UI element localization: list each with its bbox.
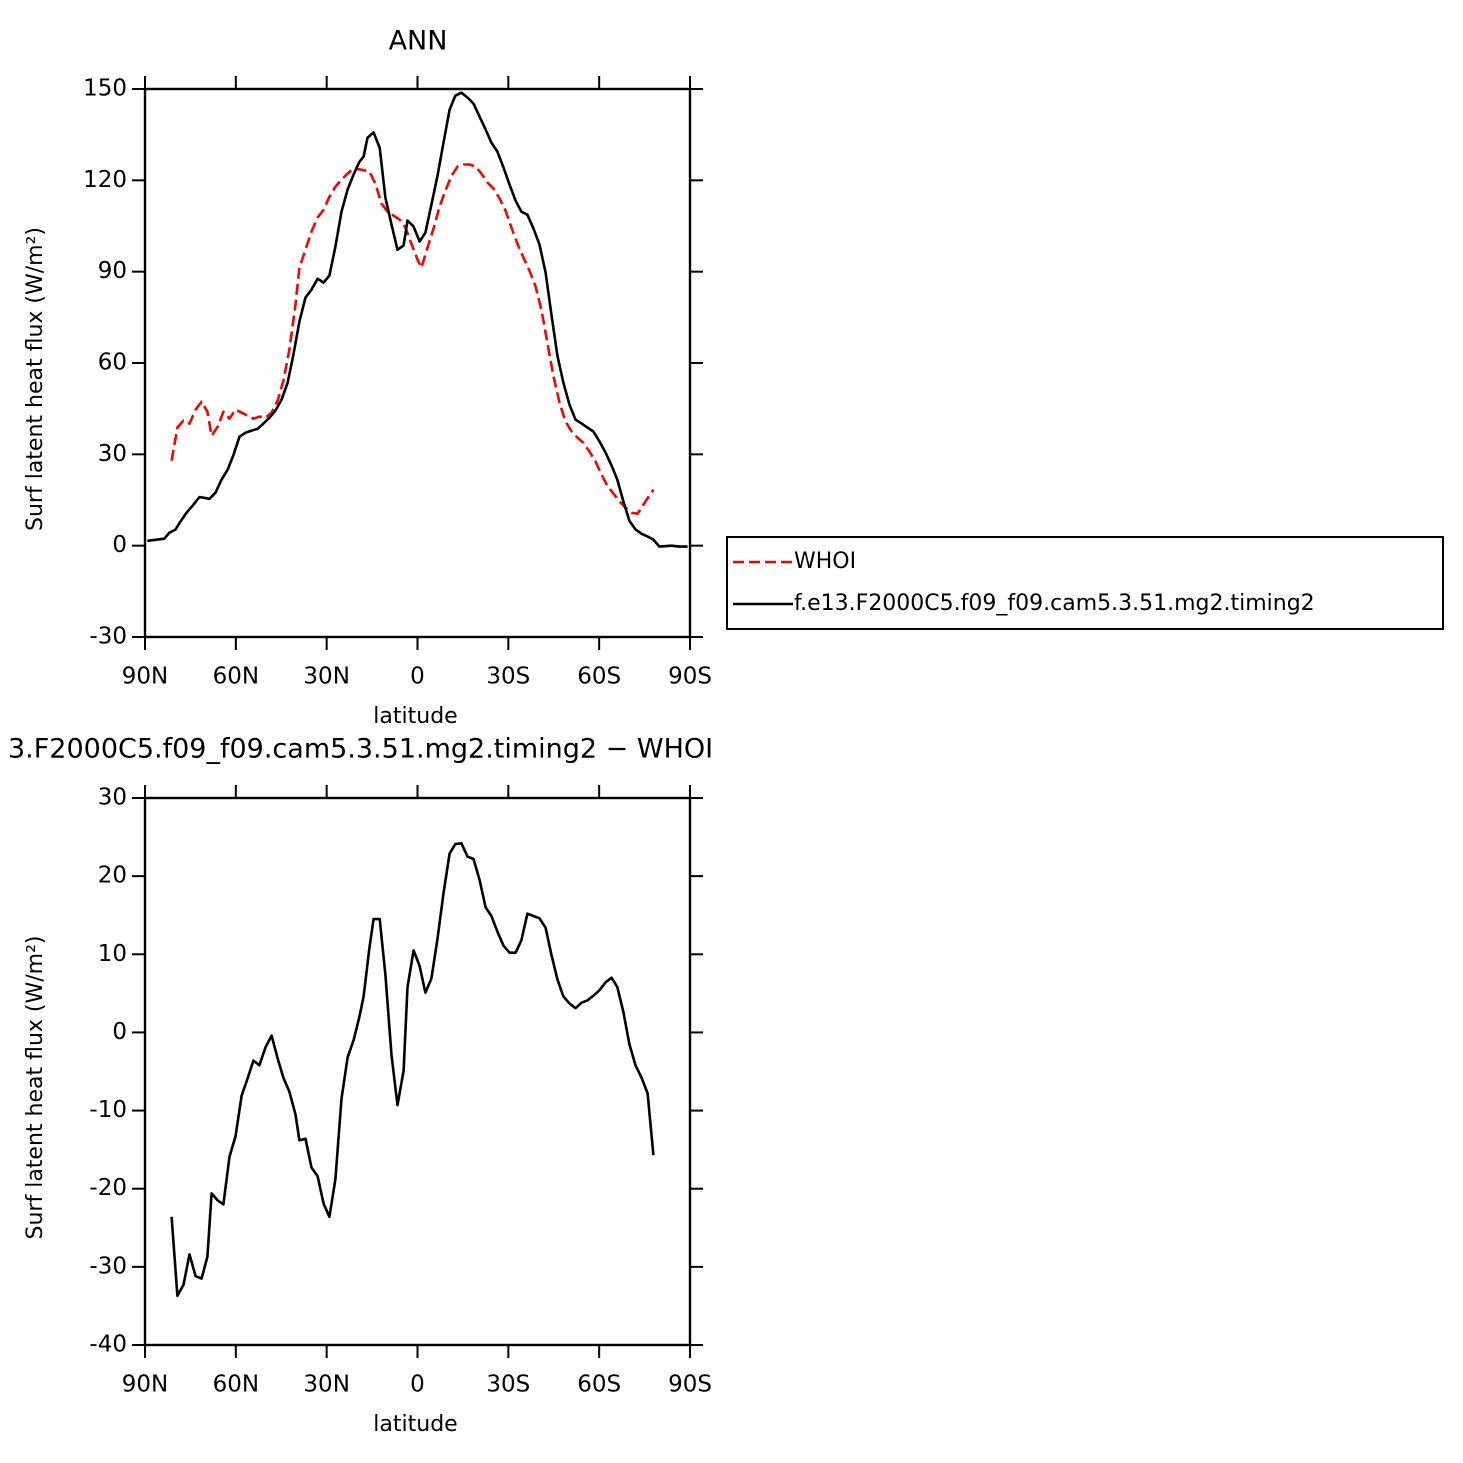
y-tick-label: 90 (98, 258, 127, 284)
y-tick-label: 0 (112, 1019, 127, 1045)
y-tick-label: -20 (89, 1175, 127, 1201)
y-tick-label: 150 (83, 76, 127, 102)
y-tick-label: 10 (98, 941, 127, 967)
x-tick-label: 90N (122, 664, 168, 690)
x-tick-label: 30N (303, 1372, 349, 1398)
x-tick-label: 90S (668, 664, 712, 690)
plot-frame (143, 87, 692, 639)
x-tick-label: 60N (213, 1372, 259, 1398)
chart-title: 3.F2000C5.f09_f09.cam5.3.51.mg2.timing2 … (8, 734, 713, 765)
data-line (170, 163, 655, 515)
legend-box (726, 536, 1444, 630)
x-tick-label: 30S (486, 1372, 530, 1398)
x-axis-label: latitude (373, 704, 457, 729)
x-tick-label: 60N (213, 664, 259, 690)
y-tick-label: 20 (98, 863, 127, 889)
x-tick-label: 0 (410, 664, 425, 690)
y-axis-label: Surf latent heat flux (W/m²) (23, 227, 48, 531)
y-tick-label: 30 (98, 441, 127, 467)
x-tick-label: 30N (303, 664, 349, 690)
x-axis-label: latitude (373, 1412, 457, 1437)
y-tick-label: 60 (98, 350, 127, 376)
x-tick-label: 90S (668, 1372, 712, 1398)
y-tick-label: -40 (89, 1332, 127, 1358)
x-tick-label: 0 (410, 1372, 425, 1398)
y-tick-label: 30 (98, 785, 127, 811)
y-tick-label: -10 (89, 1097, 127, 1123)
y-tick-label: -30 (89, 1253, 127, 1279)
x-tick-label: 30S (486, 664, 530, 690)
legend-label: f.e13.F2000C5.f09_f09.cam5.3.51.mg2.timi… (794, 591, 1315, 616)
y-tick-label: 0 (112, 532, 127, 558)
x-tick-label: 60S (577, 664, 621, 690)
x-tick-label: 90N (122, 1372, 168, 1398)
x-tick-label: 60S (577, 1372, 621, 1398)
data-line (170, 842, 655, 1298)
chart-title: ANN (389, 26, 448, 57)
y-tick-label: -30 (89, 624, 127, 650)
plot-frame (143, 796, 692, 1347)
y-tick-label: 120 (83, 167, 127, 193)
data-line (147, 91, 688, 548)
y-axis-label: Surf latent heat flux (W/m²) (23, 936, 48, 1240)
legend-label: WHOI (794, 549, 856, 574)
